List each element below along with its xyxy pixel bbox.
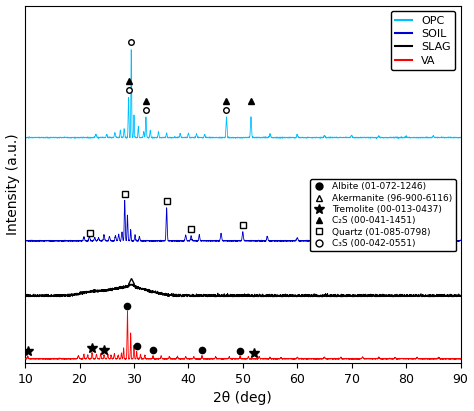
Legend: Albite (01-072-1246), Akermanite (96-900-6116), Tremolite (00-013-0437), C₂S (00: Albite (01-072-1246), Akermanite (96-900… xyxy=(310,179,456,252)
Y-axis label: Intensity (a.u.): Intensity (a.u.) xyxy=(6,134,19,235)
X-axis label: 2θ (deg): 2θ (deg) xyxy=(213,391,272,405)
